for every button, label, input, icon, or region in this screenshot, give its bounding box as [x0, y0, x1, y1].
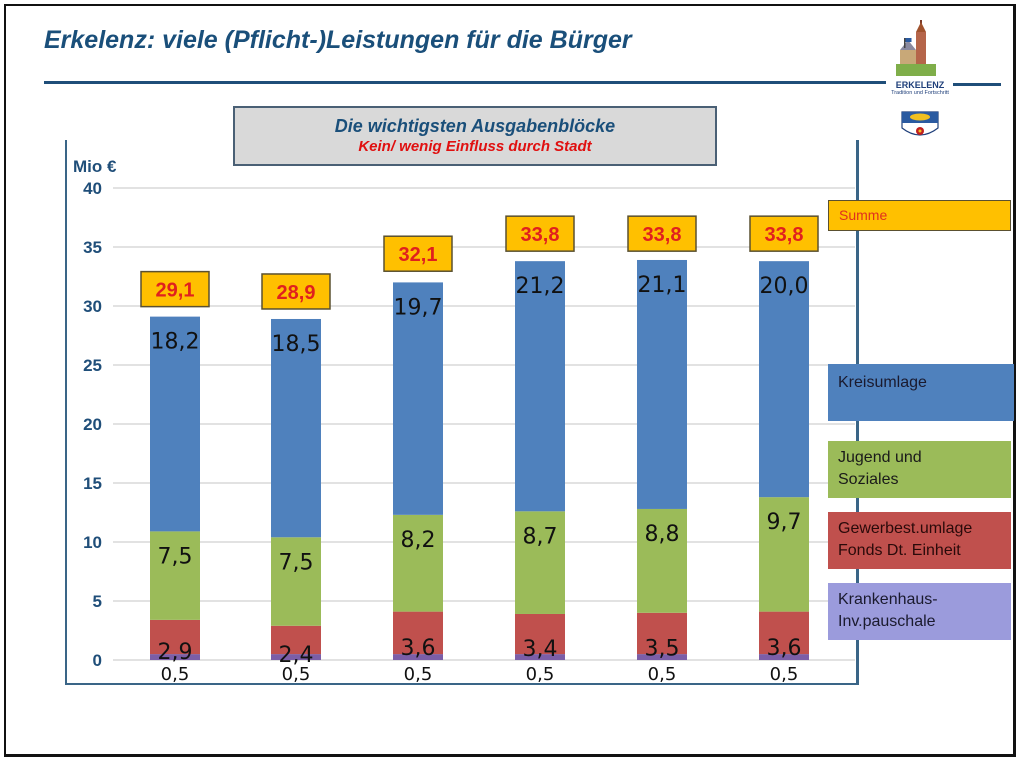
- data-label: 8,7: [523, 524, 558, 549]
- bar-segment: [393, 282, 443, 515]
- data-label: 2,4: [279, 643, 314, 668]
- legend-item-jugend: Jugend und Soziales: [828, 441, 1011, 498]
- legend-label-line2: Soziales: [838, 471, 899, 488]
- data-label: 0,5: [404, 664, 433, 685]
- bar-segment: [271, 625, 321, 655]
- bar-segment: [271, 318, 321, 538]
- legend-item-gewerbe: Gewerbest.umlage Fonds Dt. Einheit: [828, 512, 1011, 569]
- legend-label: Kreisumlage: [838, 374, 927, 391]
- data-label: 0,5: [526, 664, 555, 685]
- bar-segment: [393, 654, 443, 660]
- bar-segment: [515, 654, 565, 660]
- y-tick-label: 35: [83, 238, 102, 257]
- legend-label-line1: Gewerbest.umlage: [838, 520, 973, 537]
- bar-segment: [150, 619, 200, 655]
- data-label: 9,7: [767, 510, 802, 535]
- legend-item-summe: Summe: [828, 200, 1011, 231]
- bar-segment: [759, 261, 809, 498]
- y-tick-label: 40: [83, 179, 102, 198]
- data-label: 3,6: [401, 636, 436, 661]
- data-label: 19,7: [394, 295, 443, 320]
- bar-segment: [637, 654, 687, 660]
- data-label: 3,6: [767, 636, 802, 661]
- y-tick-label: 5: [93, 592, 102, 611]
- chart-title: Die wichtigsten Ausgabenblöcke: [334, 116, 616, 136]
- legend-label-line2: Fonds Dt. Einheit: [838, 542, 961, 559]
- y-tick-label: 0: [93, 651, 102, 670]
- legend-label: Summe: [839, 207, 888, 223]
- data-label: 20,0: [760, 274, 809, 299]
- data-label: 3,4: [523, 637, 558, 662]
- chart-title-box: Die wichtigsten Ausgabenblöcke Kein/ wen…: [233, 106, 717, 166]
- total-box: [261, 273, 331, 310]
- total-box: [749, 215, 819, 252]
- y-axis-label: Mio €: [73, 157, 117, 176]
- bar-segment: [637, 259, 687, 509]
- legend-label-line1: Jugend und: [838, 449, 922, 466]
- total-box: [383, 235, 453, 272]
- bar-segment: [271, 654, 321, 660]
- slide-frame: [4, 4, 1016, 757]
- total-label: 28,9: [277, 282, 316, 304]
- data-label: 0,5: [282, 664, 311, 685]
- chart-subtitle: Kein/ wenig Einfluss durch Stadt: [358, 138, 592, 155]
- total-label: 33,8: [765, 224, 804, 246]
- data-label: 18,5: [272, 332, 321, 357]
- total-box: [627, 215, 697, 252]
- title-underline-right: [953, 83, 1001, 86]
- slide-title: Erkelenz: viele (Pflicht-)Leistungen für…: [44, 26, 632, 54]
- y-tick-label: 10: [83, 533, 102, 552]
- bar-segment: [150, 531, 200, 620]
- legend-item-kreisumlage: Kreisumlage: [828, 364, 1014, 421]
- total-label: 33,8: [643, 224, 682, 246]
- bar-segment: [271, 537, 321, 626]
- data-label: 18,2: [151, 330, 200, 355]
- total-label: 32,1: [399, 244, 438, 266]
- legend-label-line1: Krankenhaus-: [838, 591, 938, 608]
- y-tick-label: 15: [83, 474, 102, 493]
- y-tick-label: 25: [83, 356, 102, 375]
- logo-tagline: Tradition und Fortschritt: [891, 90, 949, 96]
- data-label: 8,8: [645, 522, 680, 547]
- data-label: 8,2: [401, 528, 436, 553]
- bar-segment: [150, 654, 200, 660]
- data-label: 0,5: [648, 664, 677, 685]
- bar-segment: [515, 613, 565, 655]
- bar-segment: [393, 514, 443, 612]
- total-box: [505, 215, 575, 252]
- bar-segment: [759, 654, 809, 660]
- data-label: 7,5: [279, 550, 314, 575]
- y-tick-label: 30: [83, 297, 102, 316]
- total-label: 29,1: [156, 280, 195, 302]
- bar-segment: [515, 261, 565, 512]
- legend-item-kranken: Krankenhaus- Inv.pauschale: [828, 583, 1011, 640]
- bar-segment: [759, 497, 809, 612]
- logo-name: ERKELENZ: [895, 80, 945, 90]
- city-logo-icon: [896, 20, 939, 136]
- bar-segment: [637, 612, 687, 655]
- total-box: [140, 270, 210, 308]
- data-label: 21,1: [638, 273, 687, 298]
- data-label: 7,5: [158, 544, 193, 569]
- title-underline: [44, 81, 886, 84]
- y-tick-label: 20: [83, 415, 102, 434]
- bar-segment: [515, 511, 565, 614]
- data-label: 0,5: [770, 664, 799, 685]
- data-label: 0,5: [161, 664, 190, 685]
- data-label: 3,5: [645, 636, 680, 661]
- bar-segment: [393, 611, 443, 655]
- total-label: 33,8: [521, 224, 560, 246]
- legend-label-line2: Inv.pauschale: [838, 613, 936, 630]
- bar-segment: [759, 611, 809, 655]
- bar-segment: [637, 508, 687, 613]
- data-label: 21,2: [516, 274, 565, 299]
- data-label: 2,9: [158, 640, 193, 665]
- bar-segment: [150, 316, 200, 532]
